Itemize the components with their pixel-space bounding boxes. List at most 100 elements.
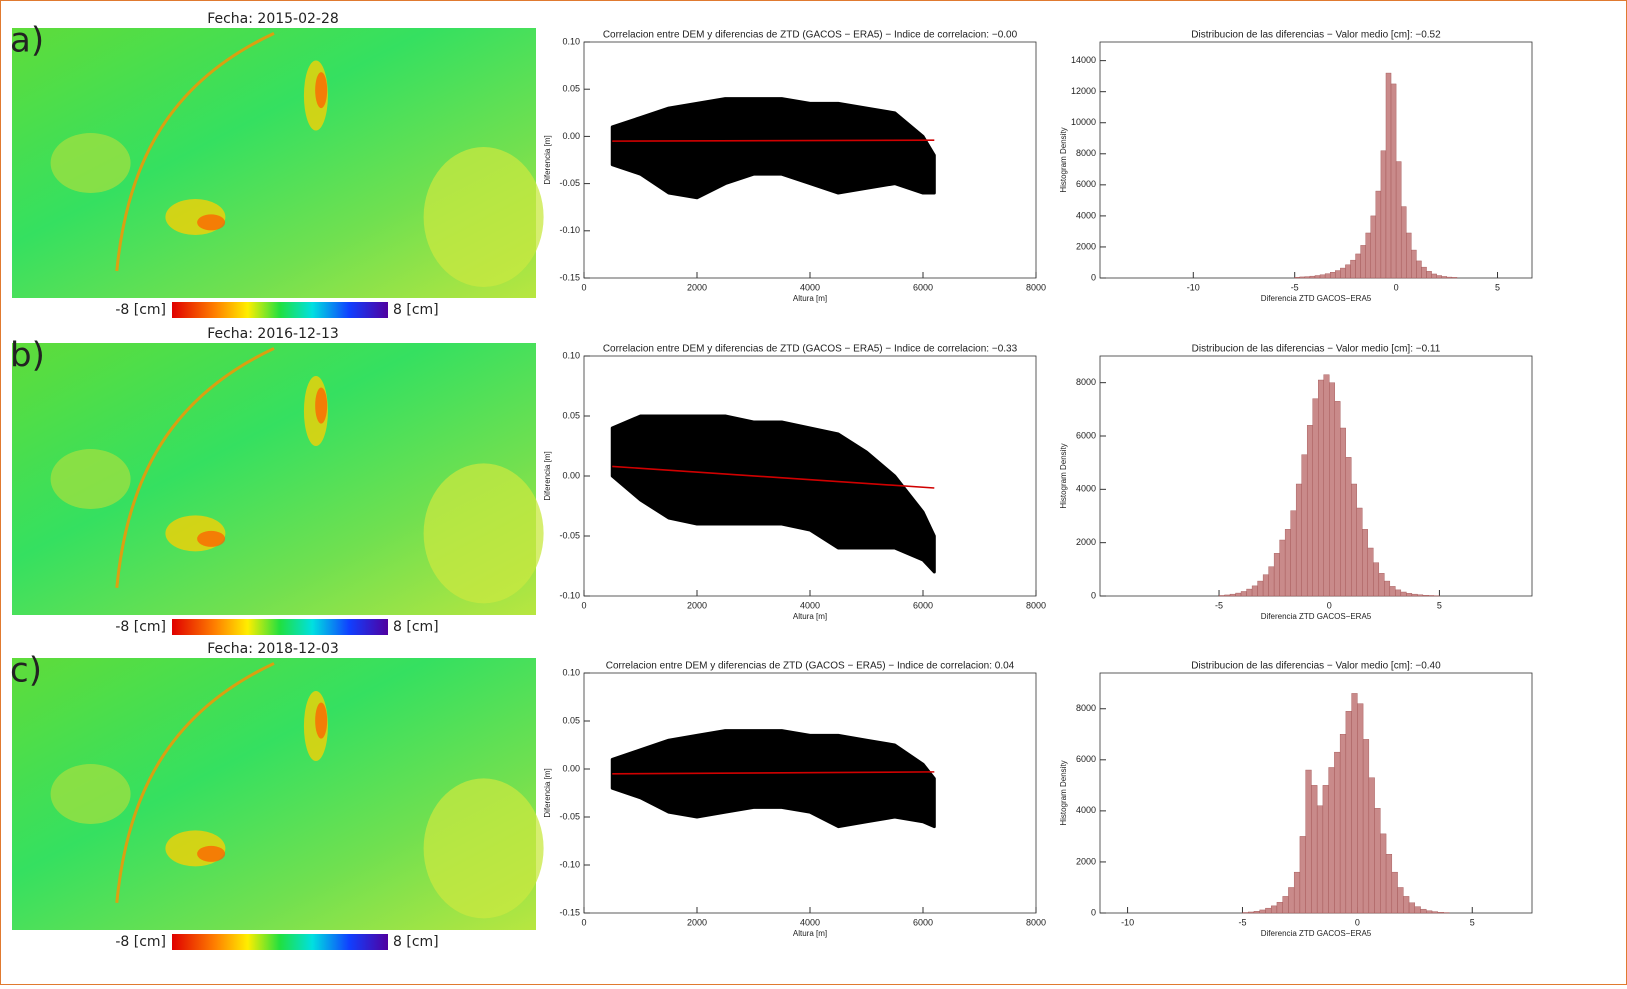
histogram-bar: [1376, 191, 1381, 278]
histogram-bar: [1384, 581, 1390, 596]
colorbar: [172, 619, 388, 635]
histogram-bar: [1363, 739, 1369, 913]
x-tick-label: -10: [1187, 282, 1200, 292]
histogram-bar: [1313, 399, 1319, 596]
colorbar-label: -8 [cm]: [115, 619, 166, 635]
histogram-bar: [1437, 276, 1442, 278]
y-axis-label: Histogram Density: [1059, 760, 1068, 825]
y-tick-label: 8000: [1076, 148, 1096, 158]
colorbar: [172, 934, 388, 950]
y-tick-label: 0: [1091, 272, 1096, 282]
histogram-bar: [1230, 594, 1236, 596]
histogram-bar: [1369, 778, 1375, 913]
histogram-bar: [1241, 591, 1247, 596]
histogram-bar: [1300, 277, 1305, 278]
y-tick-label: 0: [1091, 907, 1096, 917]
x-tick-label: 5: [1470, 917, 1475, 927]
map-feature: [197, 846, 225, 862]
x-tick-label: -5: [1291, 282, 1299, 292]
y-axis-label: Diferencia [m]: [543, 451, 552, 500]
histogram-bar: [1432, 912, 1438, 913]
histogram-bar: [1361, 245, 1366, 278]
x-tick-label: -10: [1121, 917, 1134, 927]
x-tick-label: 4000: [800, 917, 820, 927]
histogram-bar: [1357, 704, 1363, 913]
y-tick-label: 0.10: [562, 350, 580, 360]
x-tick-label: 4000: [800, 282, 820, 292]
x-tick-label: -5: [1238, 917, 1246, 927]
x-tick-label: 0: [581, 600, 586, 610]
map-feature: [197, 531, 225, 547]
histogram-bar: [1396, 162, 1401, 278]
x-axis-label: Altura [m]: [793, 294, 827, 303]
x-tick-label: 5: [1437, 600, 1442, 610]
histogram-bar: [1427, 271, 1432, 278]
y-tick-label: 6000: [1076, 430, 1096, 440]
map-feature: [315, 72, 327, 108]
y-tick-label: 2000: [1076, 241, 1096, 251]
plot-title: Distribucion de las diferencias − Valor …: [1191, 30, 1441, 41]
y-tick-label: -0.15: [559, 907, 580, 917]
x-tick-label: 0: [1394, 282, 1399, 292]
plot-title: Distribucion de las diferencias − Valor …: [1191, 661, 1441, 672]
histogram-bar: [1318, 380, 1324, 596]
histogram-bar: [1296, 484, 1302, 596]
y-tick-label: 6000: [1076, 754, 1096, 764]
histogram-bar: [1219, 595, 1225, 596]
x-tick-label: 6000: [913, 282, 933, 292]
histogram-bar: [1274, 553, 1280, 596]
histogram-bar: [1426, 911, 1432, 913]
panel-label: a): [10, 21, 44, 61]
y-tick-label: 0.00: [562, 470, 580, 480]
x-axis-label: Altura [m]: [793, 929, 827, 938]
histogram-bar: [1288, 887, 1294, 913]
histogram-bar: [1263, 575, 1269, 596]
histogram-bar: [1452, 277, 1457, 278]
colorbar-label: 8 [cm]: [393, 934, 439, 950]
histogram-bar: [1283, 896, 1289, 913]
x-tick-label: 8000: [1026, 917, 1046, 927]
x-tick-label: 6000: [913, 600, 933, 610]
x-axis-label: Altura [m]: [793, 612, 827, 621]
histogram-bar: [1345, 265, 1350, 278]
histogram-bar: [1252, 586, 1258, 596]
histogram-bar: [1271, 906, 1277, 913]
y-tick-label: -0.05: [559, 811, 580, 821]
histogram-bar: [1310, 276, 1315, 278]
x-tick-label: -5: [1215, 600, 1223, 610]
histogram-bar: [1254, 911, 1260, 913]
y-tick-label: -0.10: [559, 859, 580, 869]
x-tick-label: 2000: [687, 917, 707, 927]
y-tick-label: -0.10: [559, 590, 580, 600]
histogram-bar: [1390, 586, 1396, 596]
histogram-bar: [1412, 594, 1418, 596]
map-feature: [424, 778, 544, 918]
panel-label: b): [10, 336, 45, 376]
y-tick-label: 0.05: [562, 715, 580, 725]
histogram-bar: [1417, 595, 1423, 596]
colorbar-label: 8 [cm]: [393, 302, 439, 318]
histogram-bar: [1368, 548, 1374, 596]
histogram-bar: [1438, 912, 1444, 913]
histogram-bar: [1379, 573, 1385, 596]
histogram-bar: [1395, 590, 1401, 596]
histogram-bar: [1340, 268, 1345, 278]
histogram-bar: [1335, 401, 1341, 596]
y-tick-label: 10000: [1071, 117, 1096, 127]
histogram-bar: [1447, 277, 1452, 278]
map-image: [12, 343, 544, 615]
histogram-bar: [1406, 233, 1411, 278]
histogram-bar: [1411, 250, 1416, 278]
histogram-bar: [1330, 272, 1335, 278]
histogram-bar: [1325, 274, 1330, 278]
histogram-bar: [1277, 902, 1283, 913]
y-tick-label: 0.05: [562, 84, 580, 94]
y-tick-label: 8000: [1076, 703, 1096, 713]
histogram-bar: [1323, 785, 1329, 913]
x-tick-label: 5: [1495, 282, 1500, 292]
y-tick-label: 0.00: [562, 131, 580, 141]
histogram-bar: [1320, 275, 1325, 278]
histogram-bar: [1300, 836, 1306, 913]
y-tick-label: -0.15: [559, 272, 580, 282]
histogram-bar: [1315, 276, 1320, 278]
